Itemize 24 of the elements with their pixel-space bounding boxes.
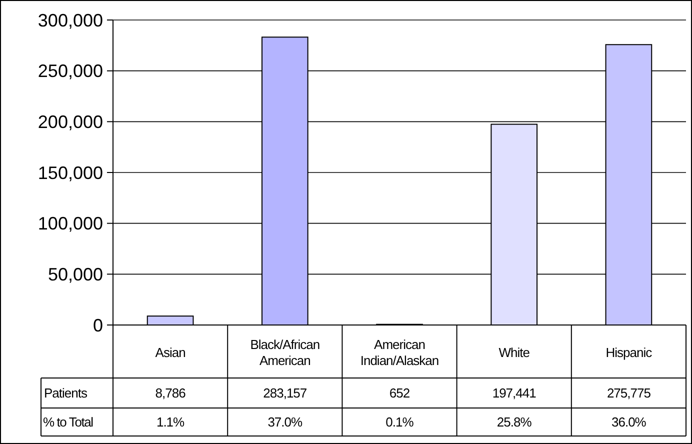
data-label: 8,786 — [155, 386, 186, 401]
y-tick-label: 100,000 — [38, 214, 103, 234]
y-tick-label: 300,000 — [38, 10, 103, 30]
x-tick-label: Hispanic — [606, 345, 653, 360]
y-tick-label: 250,000 — [38, 61, 103, 82]
text: 0.1% — [386, 414, 414, 430]
y-tick-label: 0 — [92, 315, 103, 336]
x-tick-label: American Indian/Alaskan — [360, 337, 439, 368]
text: 25.8% — [496, 414, 532, 430]
y-tick-label: 150,000 — [38, 162, 103, 183]
text: 36.0% — [612, 414, 647, 430]
data-label: 652 — [389, 386, 410, 401]
text: Patients — [44, 386, 88, 401]
data-label: 275,775 — [606, 386, 651, 401]
data-label: 197,441 — [492, 386, 536, 401]
data-label: 283,157 — [263, 386, 307, 401]
x-tick-label: Asian — [155, 345, 186, 360]
x-tick-label: White — [498, 345, 530, 360]
x-tick-label: Black/African American — [250, 337, 320, 368]
y-tick-label: 200,000 — [38, 112, 103, 132]
text: 1.1% — [156, 414, 186, 430]
text: 37.0% — [268, 414, 304, 430]
text: % to Total — [43, 414, 94, 430]
y-tick-label: 50,000 — [48, 264, 103, 284]
